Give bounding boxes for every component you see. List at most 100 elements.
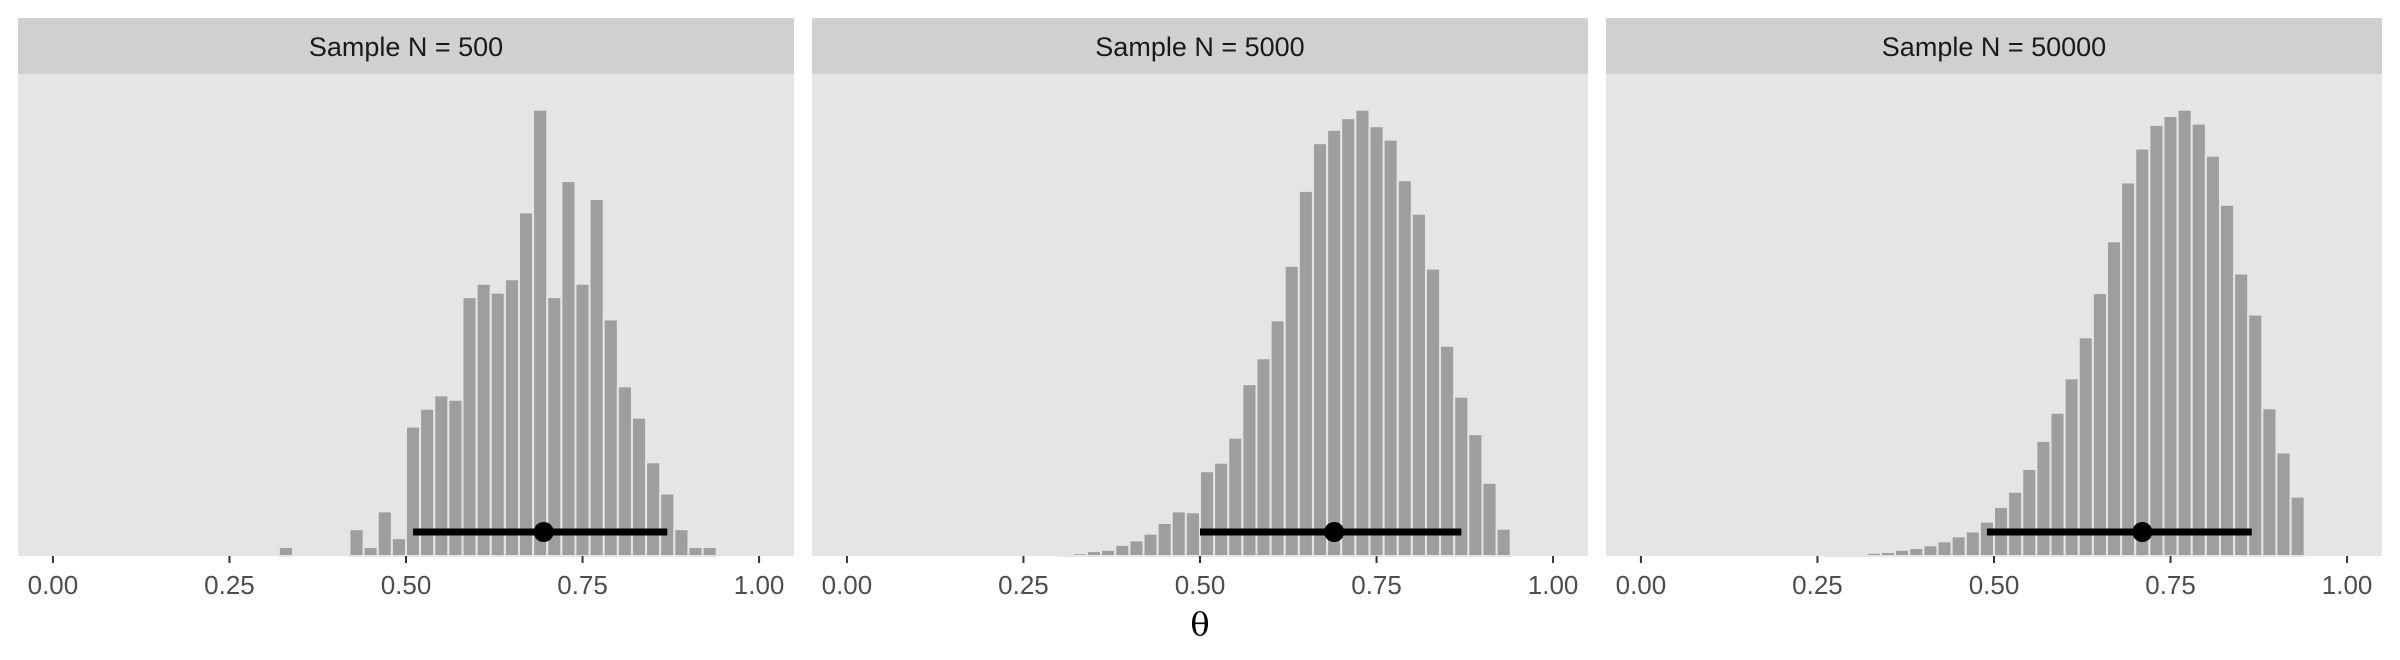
histogram-bar bbox=[2233, 272, 2250, 557]
x-tick-label: 0.75 bbox=[557, 570, 608, 600]
histogram-bar bbox=[2120, 181, 2137, 557]
histogram-bar bbox=[517, 211, 535, 558]
histogram-bar bbox=[1865, 551, 1883, 557]
x-tick-label: 0.00 bbox=[1616, 570, 1667, 600]
facet-strip-label: Sample N = 500 bbox=[309, 32, 503, 62]
histogram-bar bbox=[1326, 128, 1343, 557]
x-tick-label: 1.00 bbox=[734, 570, 785, 600]
histogram-bar bbox=[1086, 550, 1103, 558]
histogram-bar bbox=[1396, 179, 1413, 558]
histogram-bar bbox=[687, 546, 704, 558]
x-tick-label: 1.00 bbox=[2322, 570, 2373, 600]
histogram-bar bbox=[405, 425, 422, 557]
histogram-bar bbox=[1922, 544, 1939, 557]
histogram-bar bbox=[1424, 267, 1442, 557]
histogram-bar bbox=[659, 492, 676, 558]
histogram-bar bbox=[1255, 357, 1272, 557]
histogram-bar bbox=[2261, 407, 2278, 558]
histogram-bars bbox=[1823, 108, 2306, 558]
histogram-bar bbox=[277, 546, 295, 558]
histogram-bar bbox=[2275, 451, 2292, 557]
facet-strip-label: Sample N = 50000 bbox=[1882, 32, 2106, 62]
histogram-bar bbox=[1495, 527, 1512, 558]
histogram-bar bbox=[475, 282, 492, 557]
histogram-bar bbox=[532, 108, 549, 557]
histogram-bar bbox=[1311, 142, 1329, 557]
histogram-bar bbox=[376, 510, 393, 557]
histogram-bar bbox=[1340, 117, 1357, 558]
histogram-bar bbox=[1128, 539, 1145, 558]
histogram-bar bbox=[1823, 554, 1840, 558]
histogram-bar bbox=[2218, 203, 2236, 558]
histogram-bar bbox=[1114, 543, 1131, 557]
histogram-bar bbox=[1368, 125, 1385, 557]
histogram-bar bbox=[1908, 546, 1925, 558]
histogram-bar bbox=[2077, 336, 2094, 557]
facet-panel: Sample N = 5000 0.00 0.25 0.50 0.75 1.00 bbox=[812, 18, 1588, 600]
histogram-bar bbox=[546, 296, 563, 557]
facet-strip bbox=[1606, 18, 2382, 74]
histogram-bar bbox=[1297, 189, 1314, 557]
histogram-bar bbox=[2035, 439, 2052, 558]
x-tick-label: 0.50 bbox=[1175, 570, 1226, 600]
histogram-bar bbox=[1170, 510, 1187, 557]
facet-panel: Sample N = 500 0.00 0.25 0.50 0.75 1.00 bbox=[18, 18, 794, 600]
histogram-bar bbox=[645, 461, 662, 557]
histogram-bar bbox=[2204, 154, 2221, 558]
facet-panels: Sample N = 5000.00 0.25 0.50 0.75 1.00Sample… bbox=[18, 18, 2382, 600]
histogram-bar bbox=[489, 291, 506, 557]
histogram-bar bbox=[701, 546, 718, 558]
histogram-bar bbox=[2148, 123, 2165, 557]
histogram-bar bbox=[2021, 467, 2038, 558]
histogram-bar bbox=[1950, 535, 1967, 558]
x-tick-label: 0.25 bbox=[1792, 570, 1843, 600]
histogram-bar bbox=[1100, 548, 1117, 557]
histogram-bar bbox=[1978, 520, 1996, 558]
histogram-bar bbox=[1964, 530, 1981, 557]
histogram-bar bbox=[1880, 550, 1897, 558]
histogram-bar bbox=[1199, 470, 1216, 557]
histogram-bar bbox=[1227, 436, 1244, 557]
histogram-bar bbox=[362, 546, 379, 558]
histogram-bar bbox=[2176, 108, 2193, 557]
histogram-bar bbox=[588, 197, 605, 558]
histogram-bar bbox=[1894, 548, 1911, 557]
x-tick-label: 0.75 bbox=[1351, 570, 1402, 600]
histogram-bar bbox=[602, 318, 619, 557]
histogram-bar bbox=[1283, 264, 1300, 557]
histogram-bar bbox=[2105, 240, 2123, 557]
histogram-bar bbox=[1071, 552, 1089, 557]
histogram-bar bbox=[1837, 553, 1854, 558]
x-axis-title: θ bbox=[1190, 605, 1209, 643]
histogram-bar bbox=[574, 282, 591, 557]
x-tick-label: 0.50 bbox=[381, 570, 432, 600]
histogram-bar bbox=[1481, 481, 1498, 557]
point-estimate bbox=[1324, 522, 1345, 542]
histogram-bars bbox=[1057, 108, 1512, 558]
x-tick-label: 0.25 bbox=[998, 570, 1049, 600]
facet-panel: Sample N = 50000 0.00 0.25 0.50 0.75 1.00 bbox=[1606, 18, 2382, 600]
histogram-bar bbox=[1354, 108, 1371, 557]
histogram-bar bbox=[1057, 553, 1074, 558]
histogram-bar bbox=[503, 278, 520, 557]
facet-strip bbox=[18, 18, 794, 74]
histogram-bar bbox=[348, 528, 365, 558]
histogram-bar bbox=[1213, 461, 1230, 557]
histogram-bar bbox=[1269, 319, 1286, 557]
histogram-bar bbox=[1382, 138, 1399, 557]
histogram-bar bbox=[2162, 114, 2179, 558]
histogram-bar bbox=[390, 537, 407, 557]
histogram-bar bbox=[1410, 212, 1427, 557]
histogram-bar bbox=[1851, 553, 1868, 558]
histogram-bar bbox=[2190, 122, 2207, 558]
point-estimate bbox=[2132, 522, 2153, 542]
histogram-bar bbox=[560, 180, 577, 557]
histogram-bar bbox=[1936, 540, 1953, 557]
histogram-bar bbox=[2247, 313, 2264, 557]
histogram-bar bbox=[2289, 495, 2306, 557]
x-tick-label: 0.00 bbox=[28, 570, 79, 600]
x-tick-label: 0.25 bbox=[204, 570, 255, 600]
point-estimate bbox=[533, 522, 554, 542]
x-tick-label: 0.75 bbox=[2145, 570, 2196, 600]
